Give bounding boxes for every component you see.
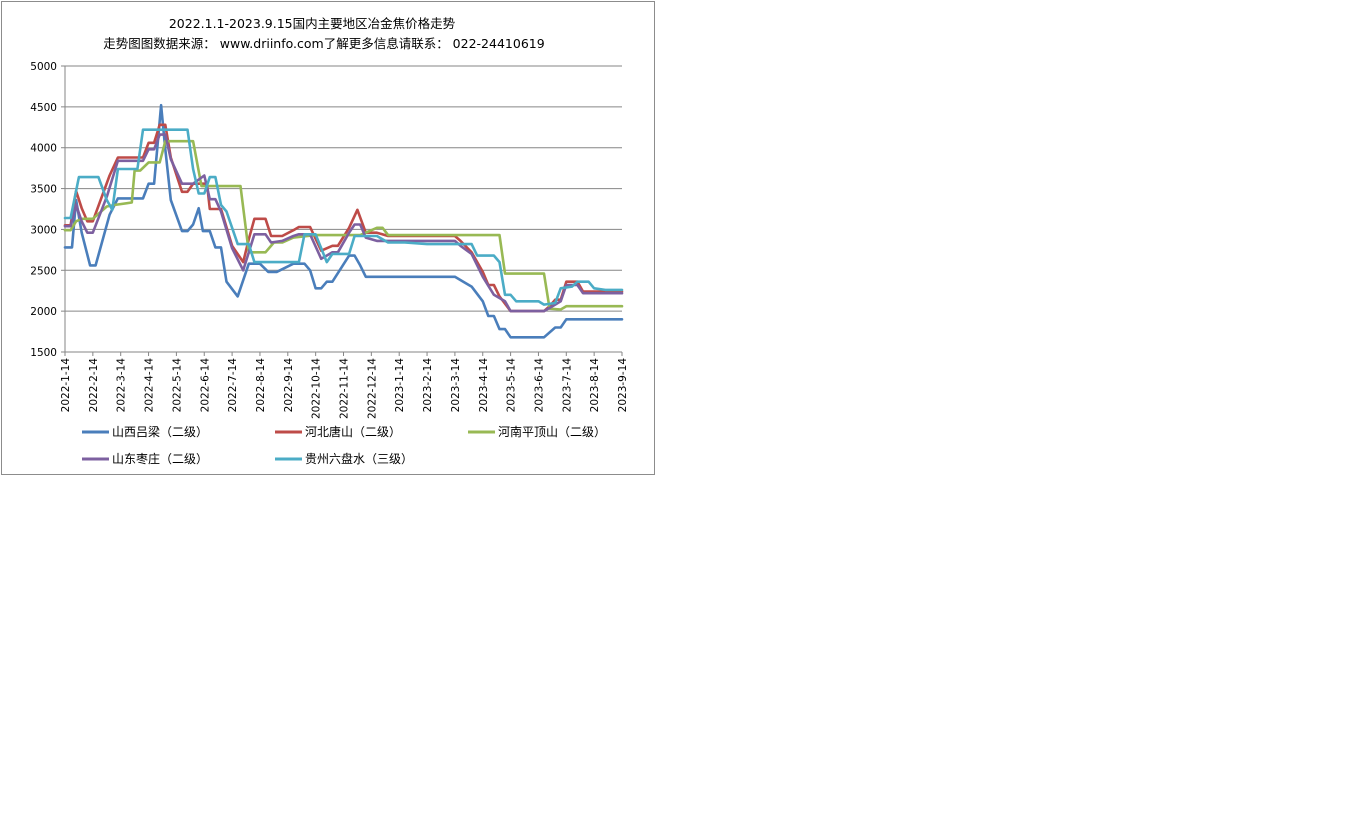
x-tick-label: 2023-7-14 — [561, 358, 573, 413]
legend-label-5: 贵州六盘水（三级） — [305, 451, 413, 466]
legend-label-2: 河北唐山（二级） — [305, 424, 401, 439]
chart-subtitle: 走势图图数据来源： www.driinfo.com了解更多信息请联系： 022-… — [103, 36, 544, 51]
x-tick-label: 2022-12-14 — [366, 358, 378, 419]
x-tick-label: 2023-6-14 — [533, 358, 545, 413]
legend-label-3: 河南平顶山（二级） — [498, 424, 606, 439]
x-tick-label: 2022-2-14 — [88, 358, 100, 413]
line-chart: 2022.1.1-2023.9.15国内主要地区冶金焦价格走势 走势图图数据来源… — [30, 16, 629, 466]
y-tick-label: 3000 — [30, 224, 57, 236]
series-line-2 — [63, 123, 624, 313]
x-tick-label: 2022-7-14 — [227, 358, 239, 413]
series-line-1 — [63, 103, 624, 339]
y-tick-label: 1500 — [30, 347, 57, 359]
x-tick-label: 2023-2-14 — [422, 358, 434, 413]
x-tick-label: 2022-6-14 — [199, 358, 211, 413]
x-tick-label: 2022-11-14 — [339, 358, 351, 419]
grid-layer — [65, 65, 622, 353]
y-tick-label: 2000 — [30, 306, 57, 318]
y-tick-label: 4500 — [30, 102, 57, 114]
x-tick-label: 2023-5-14 — [506, 358, 518, 413]
x-tick-label: 2022-8-14 — [255, 358, 267, 413]
series-layer — [63, 103, 624, 339]
x-tick-label: 2022-1-14 — [60, 358, 72, 413]
series-line-5 — [63, 128, 624, 306]
x-tick-label: 2023-3-14 — [450, 358, 462, 413]
x-tick-label: 2022-9-14 — [283, 358, 295, 413]
x-tick-label: 2023-8-14 — [589, 358, 601, 413]
legend-label-4: 山东枣庄（二级） — [112, 451, 208, 466]
x-tick-label: 2022-10-14 — [311, 358, 323, 419]
chart-title: 2022.1.1-2023.9.15国内主要地区冶金焦价格走势 — [169, 16, 456, 31]
y-tick-label: 4000 — [30, 143, 57, 155]
legend: 山西吕梁（二级） 河北唐山（二级） 河南平顶山（二级） 山东枣庄（二级） 贵州六盘水（三… — [82, 424, 606, 466]
series-line-4 — [63, 133, 624, 313]
series-line-3 — [63, 139, 624, 311]
x-tick-label: 2022-4-14 — [144, 358, 156, 413]
legend-label-1: 山西吕梁（二级） — [112, 424, 208, 439]
x-tick-label: 2023-1-14 — [394, 358, 406, 413]
x-tick-label: 2022-5-14 — [171, 358, 183, 413]
axis-layer: 1500 2000 2500 3000 3500 4000 4500 5000 2022-1-1… — [30, 61, 629, 419]
chart-frame: 2022.1.1-2023.9.15国内主要地区冶金焦价格走势 走势图图数据来源… — [1, 1, 655, 475]
x-tick-label: 2022-3-14 — [116, 358, 128, 413]
y-tick-label: 3500 — [30, 184, 57, 196]
y-tick-label: 2500 — [30, 265, 57, 277]
x-tick-label: 2023-9-14 — [617, 358, 629, 413]
x-tick-label: 2023-4-14 — [478, 358, 490, 413]
y-tick-label: 5000 — [30, 61, 57, 73]
